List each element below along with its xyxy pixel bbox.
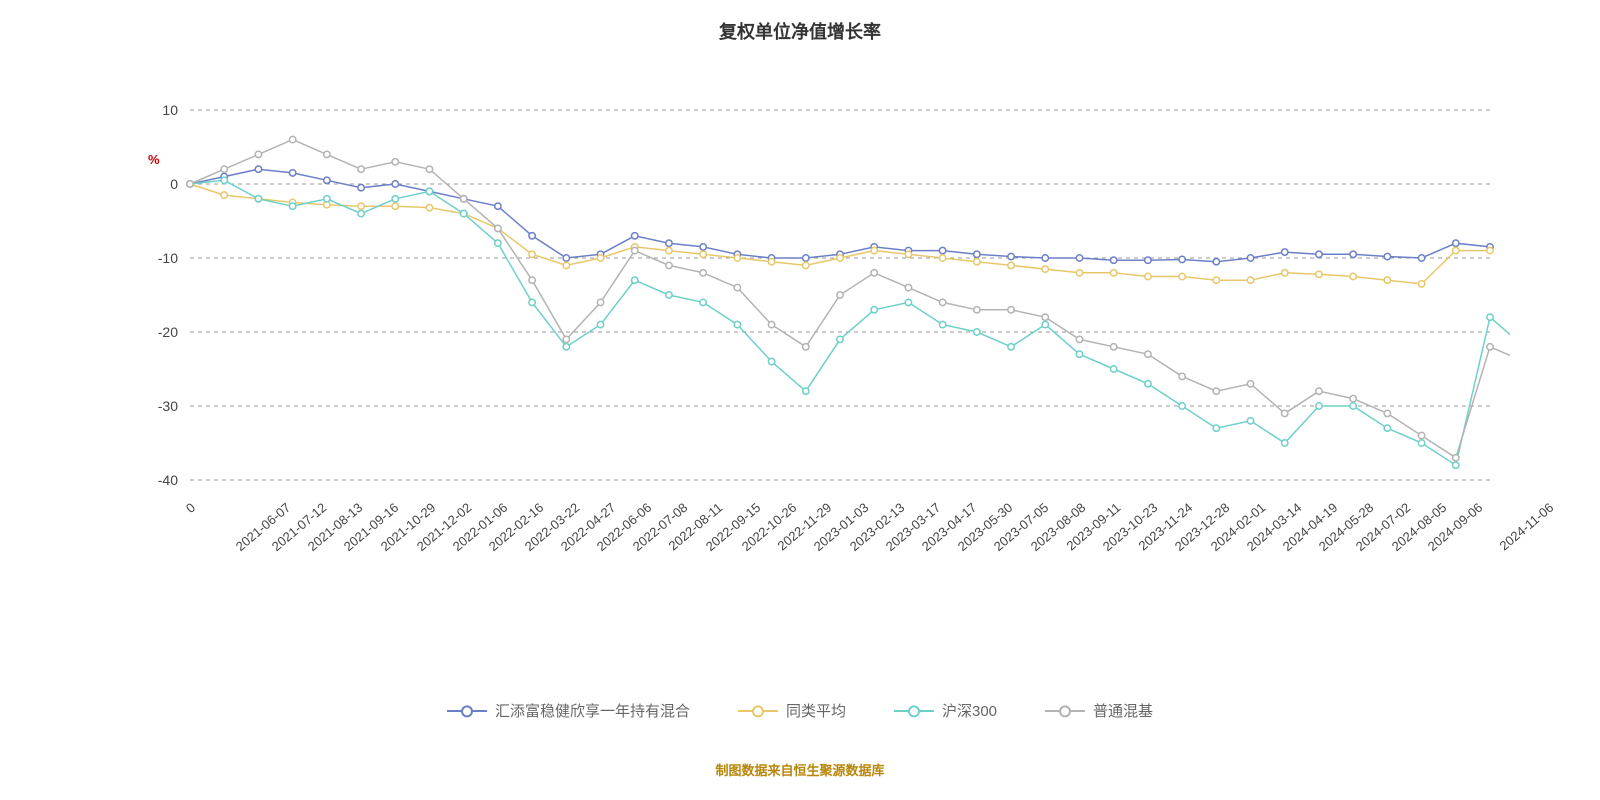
svg-text:0: 0 (170, 176, 178, 192)
legend-swatch (894, 710, 934, 712)
svg-text:-20: -20 (158, 324, 178, 340)
legend-item: 沪深300 (894, 700, 997, 721)
legend-item: 同类平均 (738, 700, 846, 721)
legend-swatch (1045, 710, 1085, 712)
legend-item: 汇添富稳健欣享一年持有混合 (447, 700, 690, 721)
legend-label: 普通混基 (1093, 700, 1153, 721)
svg-text:10: 10 (162, 102, 178, 118)
svg-text:-30: -30 (158, 398, 178, 414)
chart-title: 复权单位净值增长率 (0, 0, 1600, 44)
data-source-credit: 制图数据来自恒生聚源数据库 (0, 760, 1600, 779)
legend-label: 同类平均 (786, 700, 846, 721)
legend-swatch (738, 710, 778, 712)
svg-text:-40: -40 (158, 472, 178, 488)
legend: 汇添富稳健欣享一年持有混合 同类平均 沪深300 普通混基 (0, 700, 1600, 721)
chart-area: % -40-30-20-10010 02021-06-072021-07-122… (130, 60, 1510, 580)
legend-label: 沪深300 (942, 700, 997, 721)
legend-item: 普通混基 (1045, 700, 1153, 721)
legend-swatch (447, 710, 487, 712)
legend-label: 汇添富稳健欣享一年持有混合 (495, 700, 690, 721)
svg-text:-10: -10 (158, 250, 178, 266)
y-axis-label: % (148, 152, 160, 167)
